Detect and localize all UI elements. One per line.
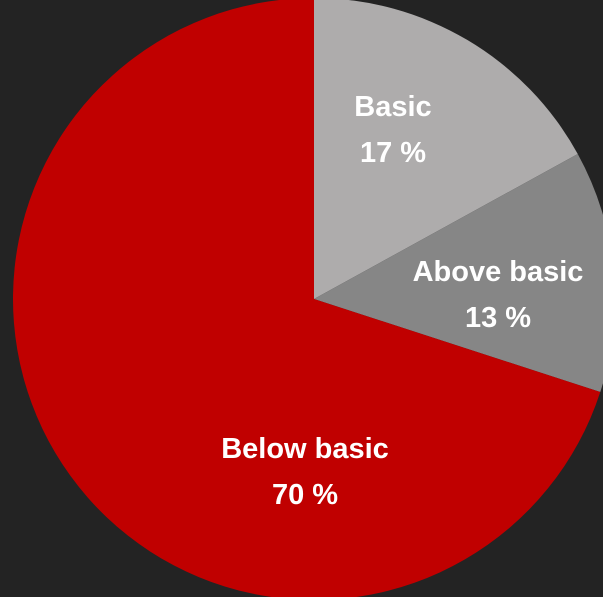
pie-slice-above-basic (314, 153, 603, 393)
pie-slice-basic (314, 0, 578, 299)
slice-label-above-basic-name: Above basic (413, 256, 584, 288)
slice-label-basic-name: Basic (354, 91, 431, 123)
slice-label-below-basic-name: Below basic (221, 433, 389, 465)
slice-label-above-basic-value: 13 % (465, 302, 531, 334)
slice-label-below-basic-value: 70 % (272, 479, 338, 511)
pie-labels: Basic 17 % Above basic 13 % Below basic … (221, 91, 583, 511)
slice-label-basic-value: 17 % (360, 137, 426, 169)
pie-slices (13, 0, 603, 597)
pie-slice-below-basic (13, 0, 601, 597)
